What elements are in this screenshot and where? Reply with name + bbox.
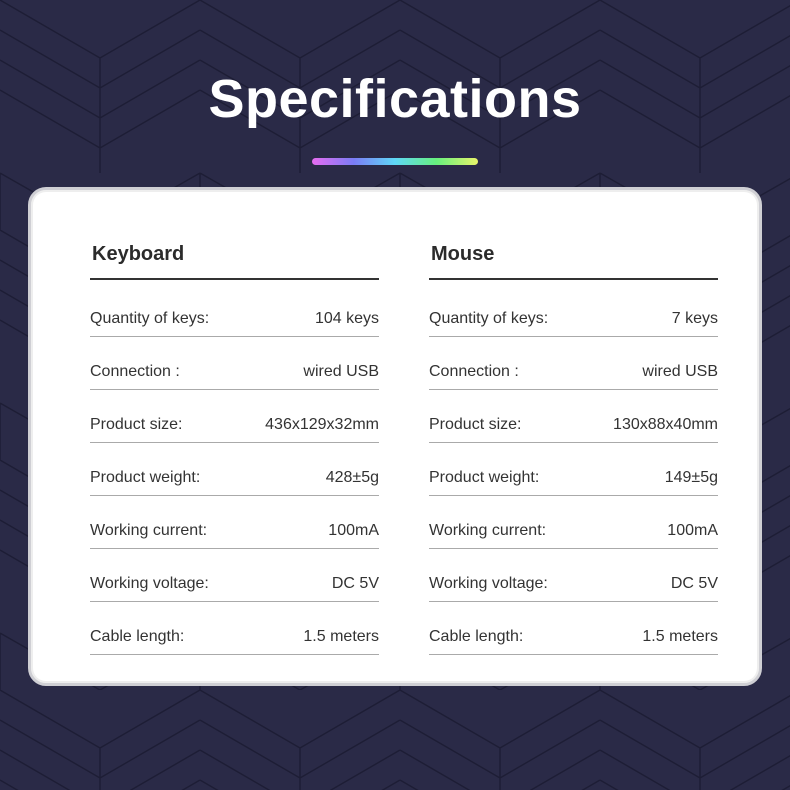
- spec-value: 104 keys: [314, 310, 379, 327]
- spec-value: wired USB: [303, 363, 379, 380]
- row-divider: [90, 495, 379, 496]
- spec-value: 149±5g: [664, 469, 718, 486]
- spec-value: 436x129x32mm: [265, 416, 379, 433]
- mouse-heading: Mouse: [431, 243, 495, 265]
- spec-label: Connection :: [90, 363, 180, 380]
- spec-row: Cable length: 1.5 meters: [90, 628, 379, 655]
- row-divider: [90, 654, 379, 655]
- spec-row: Product weight: 149±5g: [429, 469, 718, 496]
- spec-row: Quantity of keys: 7 keys: [429, 310, 718, 337]
- spec-label: Cable length:: [90, 628, 185, 645]
- spec-value: 100mA: [328, 522, 379, 539]
- spec-row: Connection : wired USB: [429, 363, 718, 390]
- row-divider: [429, 389, 718, 390]
- spec-value: 1.5 meters: [303, 628, 379, 645]
- spec-value: 428±5g: [325, 469, 379, 486]
- spec-label: Quantity of keys:: [90, 310, 210, 327]
- spec-row: Product weight: 428±5g: [90, 469, 379, 496]
- row-divider: [90, 442, 379, 443]
- spec-label: Product weight:: [90, 469, 201, 486]
- row-divider: [429, 654, 718, 655]
- spec-row: Product size: 436x129x32mm: [90, 416, 379, 443]
- keyboard-heading: Keyboard: [92, 243, 185, 265]
- spec-card: Keyboard Quantity of keys: 104 keys Connec…: [28, 187, 762, 686]
- spec-value: DC 5V: [331, 575, 379, 592]
- spec-row: Quantity of keys: 104 keys: [90, 310, 379, 337]
- spec-row: Working voltage: DC 5V: [429, 575, 718, 602]
- spec-label: Product size:: [429, 416, 522, 433]
- spec-row: Product size: 130x88x40mm: [429, 416, 718, 443]
- spec-label: Quantity of keys:: [429, 310, 549, 327]
- row-divider: [90, 336, 379, 337]
- spec-row: Connection : wired USB: [90, 363, 379, 390]
- spec-label: Product weight:: [429, 469, 540, 486]
- heading-divider: [429, 278, 718, 280]
- spec-label: Connection :: [429, 363, 519, 380]
- row-divider: [429, 336, 718, 337]
- row-divider: [429, 442, 718, 443]
- spec-value: 100mA: [667, 522, 718, 539]
- row-divider: [429, 601, 718, 602]
- spec-row: Working current: 100mA: [90, 522, 379, 549]
- rainbow-divider: [312, 158, 478, 165]
- row-divider: [90, 601, 379, 602]
- spec-value: DC 5V: [670, 575, 718, 592]
- spec-label: Product size:: [90, 416, 183, 433]
- spec-row: Cable length: 1.5 meters: [429, 628, 718, 655]
- spec-label: Working current:: [90, 522, 208, 539]
- spec-label: Working current:: [429, 522, 547, 539]
- spec-label: Cable length:: [429, 628, 524, 645]
- row-divider: [429, 548, 718, 549]
- page-title: Specifications: [208, 69, 582, 129]
- spec-value: 1.5 meters: [642, 628, 718, 645]
- spec-label: Working voltage:: [429, 575, 548, 592]
- spec-value: 130x88x40mm: [613, 416, 718, 433]
- spec-row: Working voltage: DC 5V: [90, 575, 379, 602]
- heading-divider: [90, 278, 379, 280]
- row-divider: [90, 548, 379, 549]
- spec-row: Working current: 100mA: [429, 522, 718, 549]
- row-divider: [90, 389, 379, 390]
- spec-value: wired USB: [642, 363, 718, 380]
- spec-value: 7 keys: [671, 310, 718, 327]
- spec-label: Working voltage:: [90, 575, 209, 592]
- row-divider: [429, 495, 718, 496]
